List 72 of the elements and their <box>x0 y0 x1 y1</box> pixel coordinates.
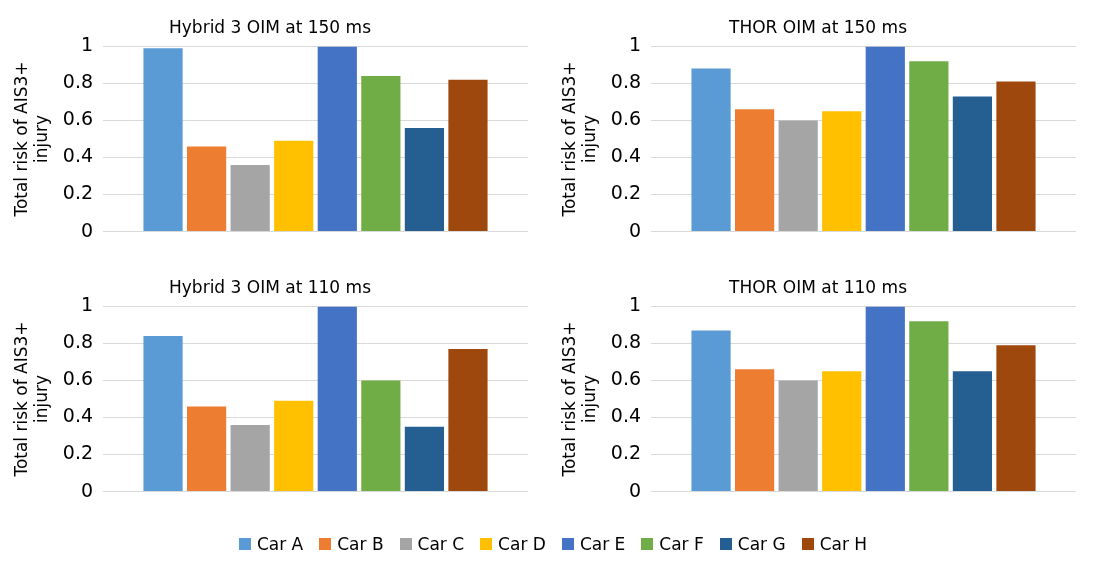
bar <box>448 349 488 492</box>
bar <box>822 111 862 232</box>
bar <box>317 46 357 232</box>
bar <box>996 345 1036 492</box>
y-tick-label: 0.2 <box>62 441 94 464</box>
bar <box>404 127 445 232</box>
y-tick-label: 0.6 <box>610 107 642 130</box>
bar <box>143 336 183 492</box>
legend-label: Car H <box>819 534 868 554</box>
legend-label: Car E <box>579 534 626 554</box>
bar <box>952 371 993 492</box>
bar <box>865 46 905 232</box>
y-tick-label: 0 <box>80 478 94 501</box>
bar <box>822 371 862 492</box>
bar <box>274 140 314 232</box>
y-tick-label: 1 <box>80 293 94 316</box>
y-tick-label: 0.8 <box>610 330 642 353</box>
y-tick-label: 0 <box>80 218 94 241</box>
bar <box>404 426 445 492</box>
legend-label: Car G <box>737 534 786 554</box>
legend-label: Car A <box>256 534 304 554</box>
y-tick-label: 0.8 <box>62 330 94 353</box>
chart-title: THOR OIM at 110 ms <box>728 276 908 297</box>
y-tick-label: 0 <box>628 218 642 241</box>
bar <box>952 96 993 232</box>
y-tick-label: 0.6 <box>62 367 94 390</box>
y-tick-label: 1 <box>628 33 642 56</box>
y-tick-label: 0.6 <box>610 367 642 390</box>
y-tick-label: 0.8 <box>610 70 642 93</box>
legend-label: Car C <box>417 534 465 554</box>
y-tick-label: 0.4 <box>62 144 94 167</box>
bar <box>865 306 905 492</box>
y-axis-title: Total risk of AIS3+ injury <box>558 321 600 478</box>
bar <box>735 369 775 492</box>
bar <box>187 406 227 492</box>
bar <box>996 81 1036 232</box>
y-tick-label: 0.4 <box>610 404 642 427</box>
chart-title: Hybrid 3 OIM at 150 ms <box>169 16 372 37</box>
bar <box>448 79 488 232</box>
bar <box>361 76 401 232</box>
chart-title: THOR OIM at 150 ms <box>728 16 908 37</box>
bar <box>691 68 731 232</box>
bar <box>691 330 731 492</box>
bar <box>143 48 183 232</box>
y-tick-label: 0.8 <box>62 70 94 93</box>
bar <box>317 306 357 492</box>
y-tick-label: 0.6 <box>62 107 94 130</box>
y-tick-label: 0.2 <box>610 181 642 204</box>
bar <box>909 321 949 492</box>
bar <box>778 120 818 232</box>
bar <box>909 61 949 232</box>
bar <box>735 109 775 232</box>
y-axis-title: Total risk of AIS3+ injury <box>10 61 52 218</box>
y-tick-label: 0 <box>628 478 642 501</box>
bar <box>230 424 270 492</box>
bar <box>187 146 227 232</box>
legend-label: Car F <box>659 534 704 554</box>
bar <box>274 400 314 492</box>
bar <box>778 380 818 492</box>
y-tick-label: 1 <box>80 33 94 56</box>
legend-label: Car D <box>498 534 546 554</box>
bar <box>230 164 270 232</box>
y-tick-label: 0.2 <box>610 441 642 464</box>
y-tick-label: 0.2 <box>62 181 94 204</box>
y-axis-title: Total risk of AIS3+ injury <box>558 61 600 218</box>
y-tick-label: 0.4 <box>62 404 94 427</box>
legend-label: Car B <box>337 534 384 554</box>
chart-title: Hybrid 3 OIM at 110 ms <box>169 276 372 297</box>
y-axis-title: Total risk of AIS3+ injury <box>10 321 52 478</box>
y-tick-label: 0.4 <box>610 144 642 167</box>
bar <box>361 380 401 492</box>
y-tick-label: 1 <box>628 293 642 316</box>
